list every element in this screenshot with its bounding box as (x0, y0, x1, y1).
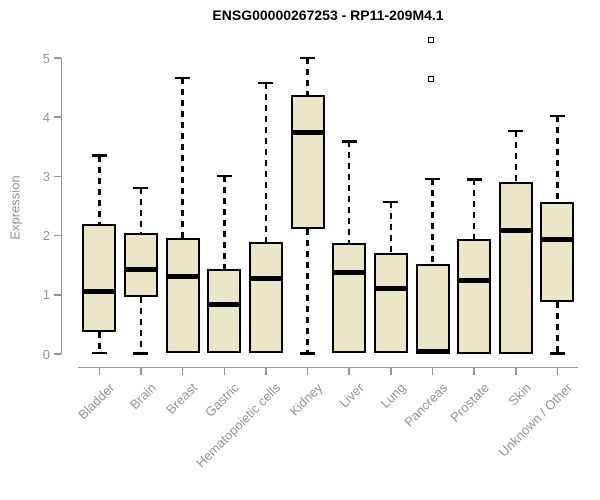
box-prostate (457, 239, 492, 354)
y-tick (53, 116, 61, 118)
x-tick (473, 367, 475, 375)
lower-whisker-cap (300, 352, 316, 355)
x-tick-label-bladder: Bladder (74, 380, 117, 423)
chart-title: ENSG00000267253 - RP11-209M4.1 (212, 7, 444, 23)
box-skin (498, 181, 533, 354)
upper-whisker (431, 178, 434, 264)
y-axis-line (60, 58, 62, 354)
y-tick-label: 5 (42, 50, 50, 66)
x-tick (265, 367, 267, 375)
x-tick-label-brain: Brain (126, 380, 159, 413)
upper-whisker (472, 179, 476, 240)
y-tick (53, 353, 61, 355)
upper-whisker (556, 116, 559, 203)
median-line-breast (165, 273, 200, 279)
x-tick-label-breast: Breast (163, 380, 201, 418)
upper-whisker-cap (91, 154, 107, 157)
lower-whisker (139, 296, 143, 354)
median-line-liver (332, 270, 367, 276)
y-tick-label: 3 (42, 168, 50, 184)
x-tick-label-prostate: Prostate (446, 380, 492, 425)
x-tick (306, 367, 309, 375)
x-tick-label-kidney: Kidney (286, 380, 326, 419)
upper-whisker-cap (216, 174, 232, 178)
lower-whisker (306, 229, 309, 354)
y-axis-title: Expression (7, 175, 23, 240)
upper-whisker (514, 130, 518, 182)
median-line-brain (123, 266, 158, 272)
median-line-bladder (82, 289, 117, 295)
x-tick (556, 367, 559, 375)
x-tick-label-liver: Liver (336, 380, 367, 411)
lower-whisker (556, 302, 559, 354)
median-line-unknown-other (540, 236, 575, 242)
lower-whisker-cap (91, 351, 107, 355)
x-tick (515, 367, 517, 375)
outlier-point-pancreas (428, 75, 434, 82)
upper-whisker-cap (549, 114, 565, 118)
upper-whisker (139, 188, 143, 234)
median-line-hematopoietic-cells (248, 276, 283, 282)
median-line-prostate (457, 277, 492, 283)
median-line-skin (498, 228, 533, 234)
x-tick (431, 367, 434, 375)
upper-whisker (223, 175, 226, 270)
y-tick (53, 234, 61, 237)
x-tick-label-lung: Lung (377, 380, 409, 412)
lower-whisker (98, 332, 101, 353)
y-tick (53, 294, 61, 296)
box-brain (123, 233, 158, 297)
box-hematopoietic-cells (248, 241, 283, 354)
upper-whisker-cap (300, 56, 316, 60)
upper-whisker-cap (258, 81, 274, 85)
x-tick-label-gastric: Gastric (202, 380, 242, 420)
x-tick (223, 367, 225, 375)
upper-whisker-cap (425, 177, 440, 181)
x-axis-line (78, 366, 578, 369)
y-tick-label: 0 (42, 346, 50, 362)
y-tick-label: 4 (42, 109, 50, 125)
upper-whisker-cap (341, 140, 357, 143)
upper-whisker-cap (508, 129, 524, 133)
upper-whisker-cap (383, 200, 399, 204)
median-line-gastric (207, 302, 242, 308)
median-line-pancreas (415, 349, 450, 355)
y-tick (53, 175, 61, 178)
upper-whisker-cap (133, 186, 149, 190)
upper-whisker (98, 155, 101, 224)
y-tick (53, 57, 61, 59)
upper-whisker-cap (466, 178, 482, 181)
upper-whisker (306, 58, 309, 96)
upper-whisker (181, 78, 184, 238)
x-tick (140, 367, 142, 375)
lower-whisker-cap (549, 352, 565, 355)
box-bladder (82, 223, 117, 333)
x-tick-label-pancreas: Pancreas (400, 380, 451, 430)
y-tick-label: 2 (42, 228, 50, 244)
x-tick-label-skin: Skin (504, 380, 534, 409)
x-tick-label-unknown-other: Unknown / Other (495, 380, 576, 460)
lower-whisker-cap (133, 352, 149, 355)
upper-whisker (264, 82, 268, 242)
box-lung (373, 252, 408, 354)
upper-whisker (347, 141, 351, 244)
upper-whisker (389, 201, 393, 253)
median-line-lung (373, 285, 408, 291)
upper-whisker-cap (175, 76, 191, 80)
box-pancreas (415, 264, 450, 354)
box-gastric (207, 269, 242, 353)
x-tick (348, 367, 350, 375)
x-tick (390, 367, 392, 375)
x-tick (98, 367, 101, 375)
y-tick-label: 1 (42, 287, 50, 303)
box-kidney (290, 95, 325, 230)
box-liver (332, 243, 367, 354)
median-line-kidney (290, 130, 325, 136)
x-tick (181, 367, 184, 375)
outlier-point-pancreas (428, 36, 434, 43)
box-unknown-other (540, 202, 575, 303)
box-breast (165, 237, 200, 353)
